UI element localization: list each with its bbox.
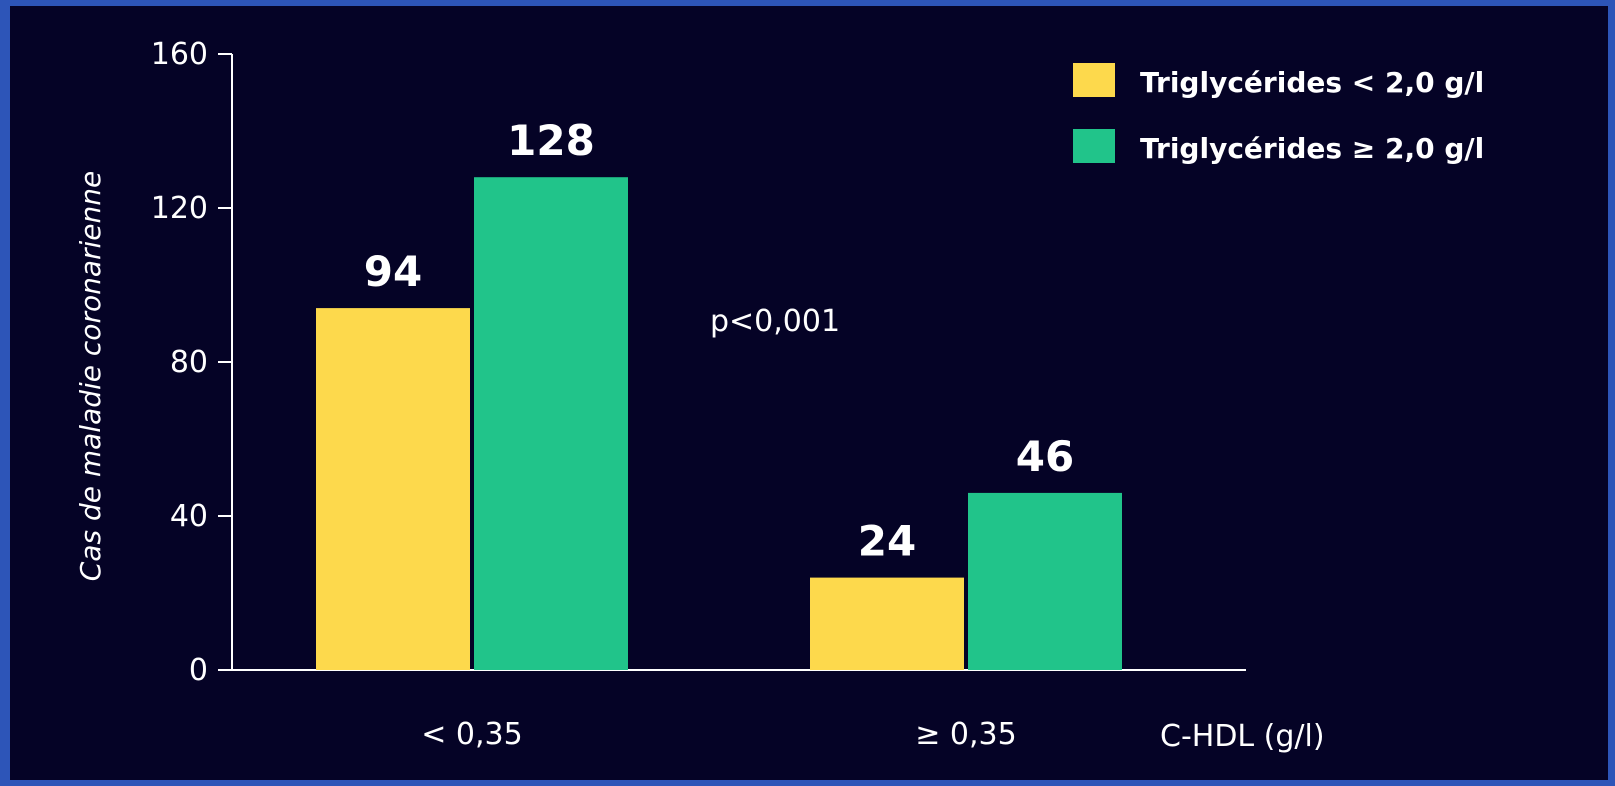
y-tick-label: 160 [151, 37, 208, 72]
bar-2-2 [968, 492, 1122, 670]
data-labels: 94 128 24 46 [364, 116, 1074, 565]
y-axis-label: Cas de maladie coronarienne [74, 171, 107, 581]
data-label-1-2: 24 [858, 517, 916, 566]
bar-chart: 0 40 80 120 160 < 0,35 ≥ 0,35 94 128 24 46 Cas de… [74, 37, 1484, 754]
legend-swatch-series-1 [1073, 63, 1115, 97]
bar-2-1 [474, 177, 628, 670]
y-tick-label: 80 [170, 345, 208, 380]
x-tick-label: < 0,35 [421, 717, 522, 752]
p-value-annotation: p<0,001 [710, 304, 840, 339]
x-tick-label: ≥ 0,35 [915, 717, 1016, 752]
legend-swatch-series-2 [1073, 129, 1115, 163]
chart-frame: 0 40 80 120 160 < 0,35 ≥ 0,35 94 128 24 46 Cas de… [10, 6, 1608, 780]
bar-1-1 [316, 308, 470, 670]
y-tick-label: 0 [189, 653, 208, 688]
data-label-1-1: 94 [364, 247, 422, 296]
bar-1-2 [810, 577, 964, 670]
legend: Triglycérides < 2,0 g/l Triglycérides ≥ … [1073, 63, 1484, 165]
legend-label-series-1: Triglycérides < 2,0 g/l [1140, 66, 1484, 99]
data-label-2-2: 46 [1016, 432, 1074, 481]
bars [316, 177, 1122, 670]
legend-label-series-2: Triglycérides ≥ 2,0 g/l [1140, 132, 1484, 165]
data-label-2-1: 128 [507, 116, 595, 165]
y-tick-label: 40 [170, 499, 208, 534]
y-tick-label: 120 [151, 191, 208, 226]
x-axis-label: C-HDL (g/l) [1160, 719, 1325, 754]
